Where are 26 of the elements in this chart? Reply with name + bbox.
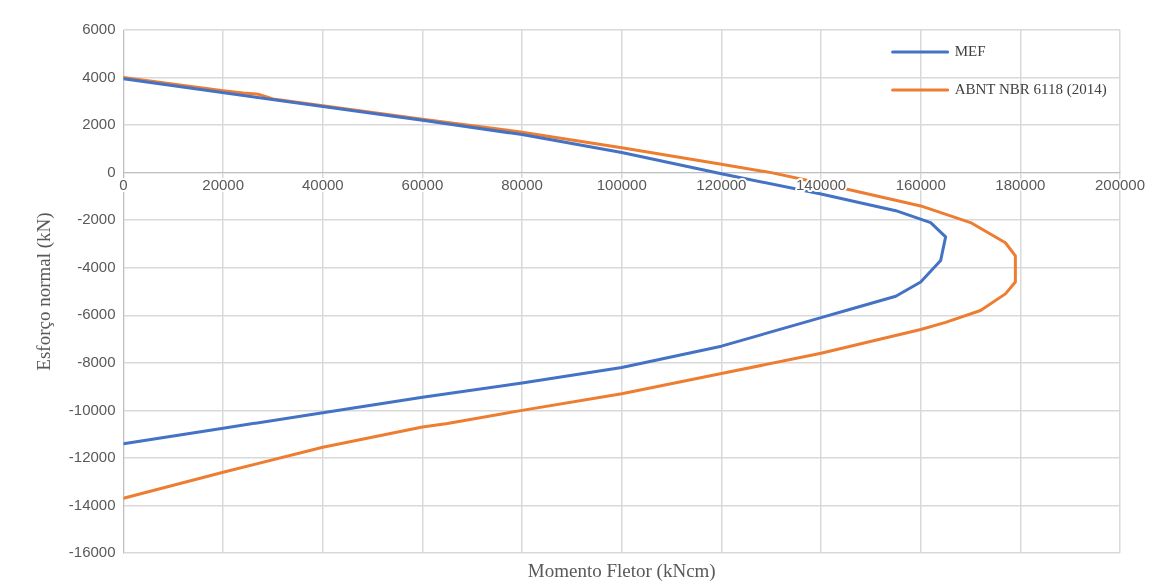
- legend-label: MEF: [954, 42, 986, 59]
- y-tick-label: -8000: [77, 352, 116, 370]
- x-tick-label: 180000: [995, 176, 1046, 194]
- x-tick-label: 0: [119, 176, 128, 194]
- y-axis-title: Esforço normal (kN): [33, 212, 56, 371]
- x-tick-label: 160000: [895, 176, 946, 194]
- y-tick-label: -4000: [77, 257, 116, 275]
- y-tick-label: 6000: [82, 20, 116, 38]
- legend-label: ABNT NBR 6118 (2014): [954, 80, 1107, 98]
- y-tick-label: -10000: [68, 400, 116, 418]
- y-tick-label: -14000: [68, 495, 116, 513]
- x-tick-label: 200000: [1094, 176, 1146, 194]
- y-tick-label: -16000: [68, 543, 116, 561]
- y-tick-label: -2000: [77, 210, 116, 228]
- x-tick-label: 20000: [202, 176, 245, 194]
- y-tick-label: 2000: [82, 115, 116, 133]
- y-tick-label: 0: [107, 162, 116, 180]
- x-tick-label: 40000: [301, 176, 344, 194]
- y-tick-label: -12000: [68, 448, 116, 466]
- y-tick-label: -6000: [77, 305, 116, 323]
- x-tick-label: 100000: [596, 176, 647, 194]
- x-axis-title: Momento Fletor (kNcm): [527, 560, 716, 583]
- y-tick-label: 4000: [82, 67, 116, 85]
- x-tick-label: 60000: [401, 176, 444, 194]
- x-tick-label: 80000: [501, 176, 543, 194]
- x-tick-label: 120000: [696, 176, 747, 194]
